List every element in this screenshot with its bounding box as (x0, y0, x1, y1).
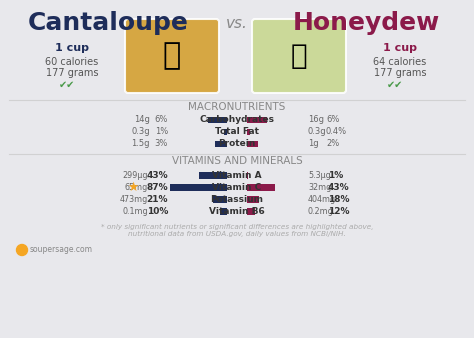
Text: Protein: Protein (219, 140, 255, 148)
Bar (247, 129, 250, 135)
Text: nutritional data from USDA.gov, daily values from NCBi/NIH.: nutritional data from USDA.gov, daily va… (128, 231, 346, 237)
Text: ✔✔: ✔✔ (59, 80, 75, 90)
Text: 6%: 6% (155, 116, 168, 124)
Text: VITAMINS AND MINERALS: VITAMINS AND MINERALS (172, 156, 302, 166)
Text: 473mg: 473mg (120, 194, 148, 203)
Text: Potassium: Potassium (210, 194, 264, 203)
Bar (224, 129, 227, 135)
Text: 32mg: 32mg (308, 183, 331, 192)
Text: 87%: 87% (146, 183, 168, 192)
Text: 1 cup: 1 cup (55, 43, 89, 53)
Text: 0.4%: 0.4% (326, 127, 347, 137)
Bar (247, 195, 259, 202)
Text: MACRONUTRIENTS: MACRONUTRIENTS (188, 102, 286, 112)
Text: Vitamin C: Vitamin C (212, 183, 262, 192)
Text: 5.3μg: 5.3μg (308, 170, 331, 179)
Text: 65mg: 65mg (125, 183, 148, 192)
Text: soupersage.com: soupersage.com (30, 245, 93, 255)
Text: 0.3g: 0.3g (131, 127, 150, 137)
Text: 10%: 10% (146, 207, 168, 216)
Text: Honeydew: Honeydew (292, 11, 439, 35)
Circle shape (17, 244, 27, 256)
Bar (199, 171, 227, 178)
Text: vs.: vs. (226, 16, 248, 30)
Text: 18%: 18% (328, 194, 349, 203)
Bar (215, 141, 227, 147)
Text: 43%: 43% (328, 183, 350, 192)
Text: 3%: 3% (155, 140, 168, 148)
Text: Total Fat: Total Fat (215, 127, 259, 137)
Bar (247, 184, 275, 191)
Bar (213, 195, 227, 202)
Text: 177 grams: 177 grams (374, 68, 426, 78)
Text: 1%: 1% (328, 170, 343, 179)
Text: 0.1mg: 0.1mg (122, 207, 148, 216)
Text: Carbohydrates: Carbohydrates (200, 116, 274, 124)
Text: 0.3g: 0.3g (308, 127, 327, 137)
Text: 1g: 1g (308, 140, 319, 148)
Text: 0.2mg: 0.2mg (308, 207, 334, 216)
Bar (247, 141, 258, 147)
Text: 43%: 43% (146, 170, 168, 179)
Text: * only significant nutrients or significant differences are highlighted above,: * only significant nutrients or signific… (101, 224, 373, 230)
Text: ✔✔: ✔✔ (387, 80, 403, 90)
Text: 14g: 14g (134, 116, 150, 124)
Text: 299μg: 299μg (122, 170, 148, 179)
Text: 🍈: 🍈 (163, 42, 181, 71)
Bar (208, 117, 227, 123)
FancyBboxPatch shape (252, 19, 346, 93)
Bar (247, 208, 255, 215)
Text: Cantaloupe: Cantaloupe (27, 11, 189, 35)
Text: 16g: 16g (308, 116, 324, 124)
Text: Vitamin B6: Vitamin B6 (209, 207, 265, 216)
Bar (171, 184, 227, 191)
Text: 🍈: 🍈 (291, 42, 307, 70)
Text: 6%: 6% (326, 116, 339, 124)
Bar (247, 117, 267, 123)
Text: Vitamin A: Vitamin A (212, 170, 262, 179)
Text: 60 calories: 60 calories (46, 57, 99, 67)
Text: 12%: 12% (328, 207, 349, 216)
Text: 404mg: 404mg (308, 194, 336, 203)
Text: 2%: 2% (326, 140, 339, 148)
Text: 1.5g: 1.5g (131, 140, 150, 148)
Bar (220, 208, 227, 215)
Text: 177 grams: 177 grams (46, 68, 98, 78)
Text: ★: ★ (128, 180, 138, 193)
Text: 1 cup: 1 cup (383, 43, 417, 53)
Text: 21%: 21% (146, 194, 168, 203)
Text: 64 calories: 64 calories (374, 57, 427, 67)
Text: 1%: 1% (155, 127, 168, 137)
FancyBboxPatch shape (125, 19, 219, 93)
